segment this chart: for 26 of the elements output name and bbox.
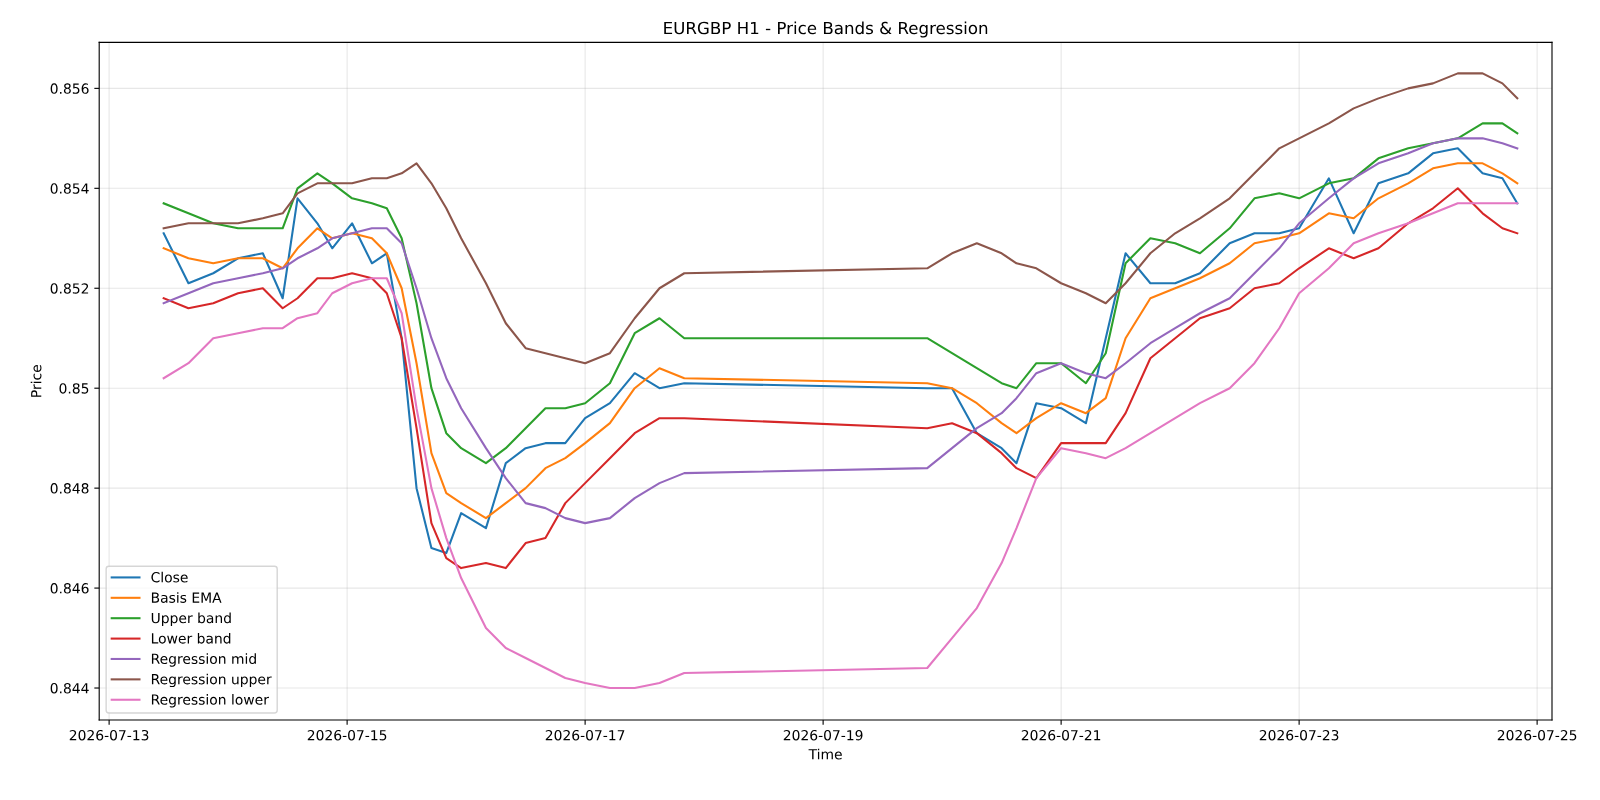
y-tick-label: 0.854 xyxy=(50,183,89,194)
y-tick-label: 0.846 xyxy=(50,583,89,594)
x-tick-label: 2026-07-25 xyxy=(1497,729,1577,741)
y-tick-label: 0.848 xyxy=(50,483,89,494)
y-tick-label: 0.852 xyxy=(50,283,89,294)
y-tick-label: 0.844 xyxy=(50,682,89,694)
legend-label: Close xyxy=(151,571,188,583)
x-tick-label: 2026-07-23 xyxy=(1259,729,1339,741)
x-tick-label: 2026-07-21 xyxy=(1021,729,1101,741)
legend-label: Basis EMA xyxy=(151,592,222,603)
y-tick-label: 0.856 xyxy=(50,83,89,94)
y-axis-title: Price xyxy=(30,365,42,397)
chart-title: EURGBP H1 - Price Bands & Regression xyxy=(664,21,988,38)
legend-label: Upper band xyxy=(151,612,231,626)
legend-label: Lower band xyxy=(151,632,231,644)
legend-label: Regression lower xyxy=(151,694,269,708)
x-tick-label: 2026-07-15 xyxy=(307,729,387,741)
x-tick-label: 2026-07-13 xyxy=(69,729,149,741)
y-tick-label: 0.85 xyxy=(59,383,89,394)
x-tick-label: 2026-07-17 xyxy=(545,729,625,741)
line-series xyxy=(162,72,1519,365)
legend-label: Regression upper xyxy=(151,673,272,688)
x-tick-label: 2026-07-19 xyxy=(783,729,863,741)
x-axis-title: Time xyxy=(808,748,842,760)
legend-label: Regression mid xyxy=(151,653,256,667)
line-series xyxy=(162,122,1519,465)
